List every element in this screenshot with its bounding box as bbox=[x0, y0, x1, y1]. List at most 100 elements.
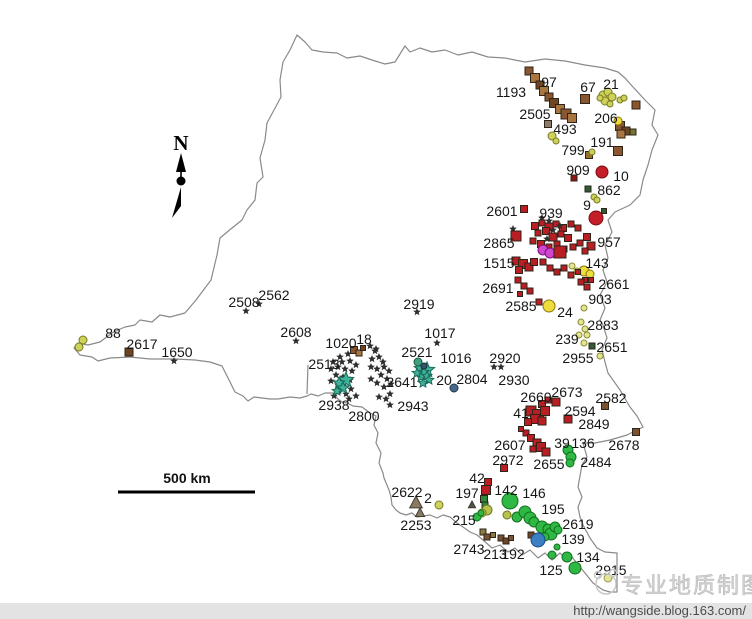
site-marker-sq bbox=[479, 528, 487, 536]
site-marker-as bbox=[366, 342, 374, 350]
site-marker-ci bbox=[595, 165, 609, 179]
site-marker-ci bbox=[583, 331, 591, 339]
site-label: 41 bbox=[513, 405, 529, 421]
site-marker-sq bbox=[557, 230, 565, 238]
site-marker-ci bbox=[613, 116, 623, 126]
site-marker-sq bbox=[544, 120, 552, 128]
site-label: 2800 bbox=[348, 408, 379, 424]
site-marker-ci bbox=[577, 318, 585, 326]
site-marker-as bbox=[545, 217, 553, 225]
site-marker-as bbox=[373, 379, 381, 387]
site-marker-ci bbox=[565, 458, 575, 468]
site-label: 2865 bbox=[483, 235, 514, 251]
watermark-text: 专业地质制图 bbox=[621, 573, 752, 598]
site-label: 136 bbox=[571, 435, 595, 451]
site-label: 2660 bbox=[520, 389, 551, 405]
site-marker-sq bbox=[588, 342, 596, 350]
site-marker-ci bbox=[501, 492, 519, 510]
site-label: 67 bbox=[580, 79, 596, 95]
site-marker-sq bbox=[534, 229, 542, 237]
site-marker-as bbox=[170, 357, 178, 365]
site-marker-ci bbox=[581, 325, 589, 333]
site-label: 2972 bbox=[492, 452, 523, 468]
site-marker-as bbox=[341, 365, 349, 373]
site-marker-ci bbox=[580, 304, 588, 312]
site-marker-sq bbox=[616, 129, 626, 139]
site-marker-as bbox=[338, 358, 346, 366]
site-marker-sq bbox=[490, 532, 496, 538]
site-marker-sq bbox=[629, 128, 637, 136]
site-marker-sq bbox=[583, 283, 591, 291]
site-label: 2582 bbox=[595, 390, 626, 406]
site-marker-as bbox=[329, 358, 337, 366]
site-label: 142 bbox=[494, 482, 518, 498]
site-label: 39 bbox=[554, 435, 570, 451]
site-marker-sq bbox=[355, 349, 363, 357]
site-label: 2253 bbox=[400, 517, 431, 533]
site-marker-sq bbox=[480, 495, 488, 503]
site-marker-ci bbox=[588, 210, 604, 226]
site-marker-as bbox=[549, 226, 557, 234]
site-label: 2562 bbox=[258, 287, 289, 303]
site-marker-sq bbox=[524, 418, 532, 426]
site-marker-as bbox=[387, 380, 395, 388]
site-marker-as bbox=[346, 357, 354, 365]
site-marker-sq bbox=[583, 233, 591, 241]
site-marker-sq bbox=[567, 113, 577, 123]
site-label: 1016 bbox=[440, 350, 471, 366]
site-label: 957 bbox=[597, 234, 621, 250]
site-marker-ci bbox=[553, 543, 561, 551]
site-label: 42 bbox=[469, 470, 485, 486]
site-label: 2484 bbox=[580, 454, 611, 470]
site-label: 2661 bbox=[598, 276, 629, 292]
site-marker-ci bbox=[547, 131, 557, 141]
site-label: 1193 bbox=[496, 84, 526, 100]
site-marker-sq bbox=[517, 291, 523, 297]
site-label: 1515 bbox=[483, 255, 514, 271]
site-marker-sq bbox=[529, 445, 537, 453]
site-marker-as bbox=[327, 365, 335, 373]
site-marker-as bbox=[332, 371, 340, 379]
site-marker-sq bbox=[569, 243, 577, 251]
site-label: 2955 bbox=[562, 350, 593, 366]
site-marker-sq bbox=[548, 232, 558, 242]
site-marker-sq bbox=[510, 230, 522, 242]
site-marker-ci bbox=[547, 550, 557, 560]
site-marker-sq bbox=[483, 533, 491, 541]
site-marker-ci bbox=[530, 532, 546, 548]
site-marker-as bbox=[345, 395, 353, 403]
site-marker-as bbox=[327, 377, 335, 385]
site-marker-as bbox=[413, 308, 421, 316]
site-marker-as bbox=[377, 371, 385, 379]
site-label: 195 bbox=[541, 501, 565, 517]
site-marker-as bbox=[368, 355, 376, 363]
site-marker-ci bbox=[552, 137, 560, 145]
site-marker-sq bbox=[601, 402, 609, 410]
site-label: 2608 bbox=[280, 324, 311, 340]
site-marker-sq bbox=[567, 271, 575, 279]
site-label: 2804 bbox=[456, 371, 487, 387]
site-label: 1017 bbox=[424, 325, 455, 341]
site-marker-sq bbox=[574, 224, 582, 232]
site-label: 903 bbox=[588, 291, 612, 307]
site-label: 2641 bbox=[386, 374, 417, 390]
site-marker-sq bbox=[542, 227, 550, 235]
site-marker-sq bbox=[549, 98, 559, 108]
site-label: 125 bbox=[539, 562, 563, 578]
site-marker-as bbox=[344, 350, 352, 358]
site-marker-as bbox=[334, 363, 342, 371]
site-marker-sq bbox=[544, 396, 552, 404]
site-marker-ci bbox=[502, 510, 512, 520]
site-label: 862 bbox=[597, 182, 621, 198]
site-marker-sq bbox=[631, 100, 641, 110]
site-marker-ci bbox=[74, 342, 84, 352]
site-label: 909 bbox=[566, 162, 590, 178]
site-marker-sq bbox=[588, 277, 594, 283]
site-marker-as bbox=[538, 214, 546, 222]
site-marker-sq bbox=[632, 428, 640, 436]
site-label: 2505 bbox=[519, 106, 550, 122]
site-label: 143 bbox=[585, 255, 609, 271]
site-label: 2508 bbox=[228, 294, 259, 310]
site-marker-ci bbox=[588, 148, 596, 156]
